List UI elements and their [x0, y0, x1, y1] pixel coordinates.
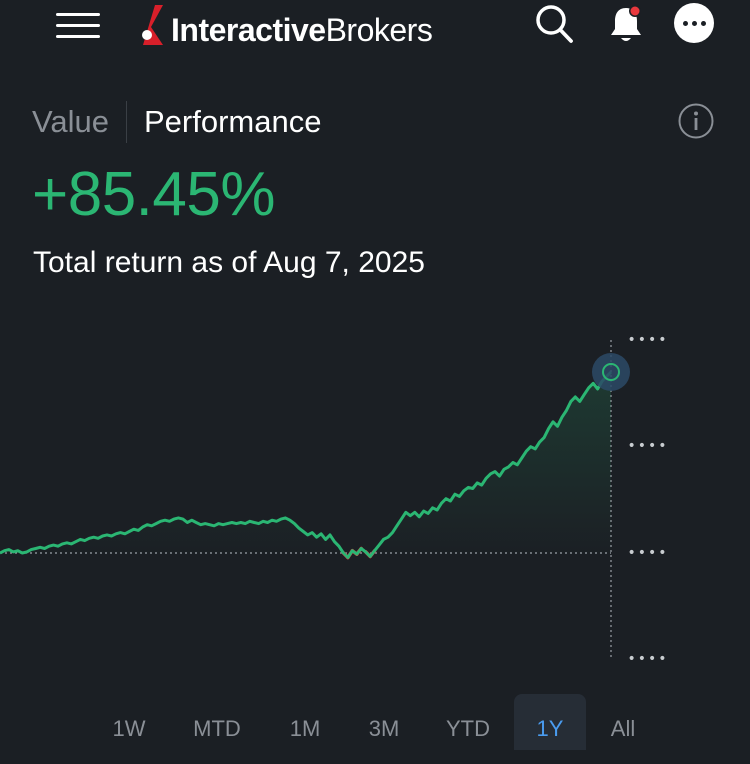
range-1y[interactable]: 1Y [514, 694, 586, 750]
performance-area [0, 372, 611, 558]
total-return-value: +85.45% [32, 160, 276, 229]
last-point-marker [602, 363, 620, 381]
tab-performance[interactable]: Performance [144, 104, 322, 139]
y-tick-label: •••• [627, 332, 668, 348]
range-1m[interactable]: 1M [289, 716, 321, 741]
hamburger-menu-icon[interactable] [56, 13, 100, 39]
total-return-caption: Total return as of Aug 7, 2025 [33, 246, 425, 279]
range-all[interactable]: All [610, 716, 636, 741]
range-ytd[interactable]: YTD [446, 716, 490, 741]
y-tick-label: •••• [627, 651, 668, 667]
notification-bell-icon[interactable] [606, 2, 646, 44]
time-range-selector: 1W MTD 1M 3M YTD 1Y All [0, 694, 750, 750]
view-tabs: Value Performance [32, 100, 321, 144]
more-options-icon[interactable] [674, 3, 714, 43]
y-tick-label: •••• [627, 438, 668, 454]
range-3m[interactable]: 3M [368, 716, 400, 741]
performance-chart[interactable]: •••• •••• •••• •••• [0, 320, 750, 680]
top-bar: InteractiveBrokers [0, 0, 750, 80]
range-1w[interactable]: 1W [112, 716, 146, 741]
performance-line [0, 370, 613, 559]
brand-logo-mark-icon [142, 5, 163, 45]
notification-dot [630, 6, 640, 16]
last-point-halo [592, 353, 630, 391]
brand-name: InteractiveBrokers [171, 12, 433, 48]
search-icon[interactable] [534, 2, 574, 44]
tab-value[interactable]: Value [32, 104, 109, 139]
info-icon[interactable] [678, 103, 714, 139]
brand-name-bold: Interactive [171, 12, 326, 48]
y-tick-label: •••• [627, 545, 668, 561]
range-mtd[interactable]: MTD [193, 716, 241, 741]
tab-divider [126, 101, 127, 143]
brand-name-regular: Brokers [325, 12, 433, 48]
brand-logo: InteractiveBrokers [135, 0, 433, 60]
